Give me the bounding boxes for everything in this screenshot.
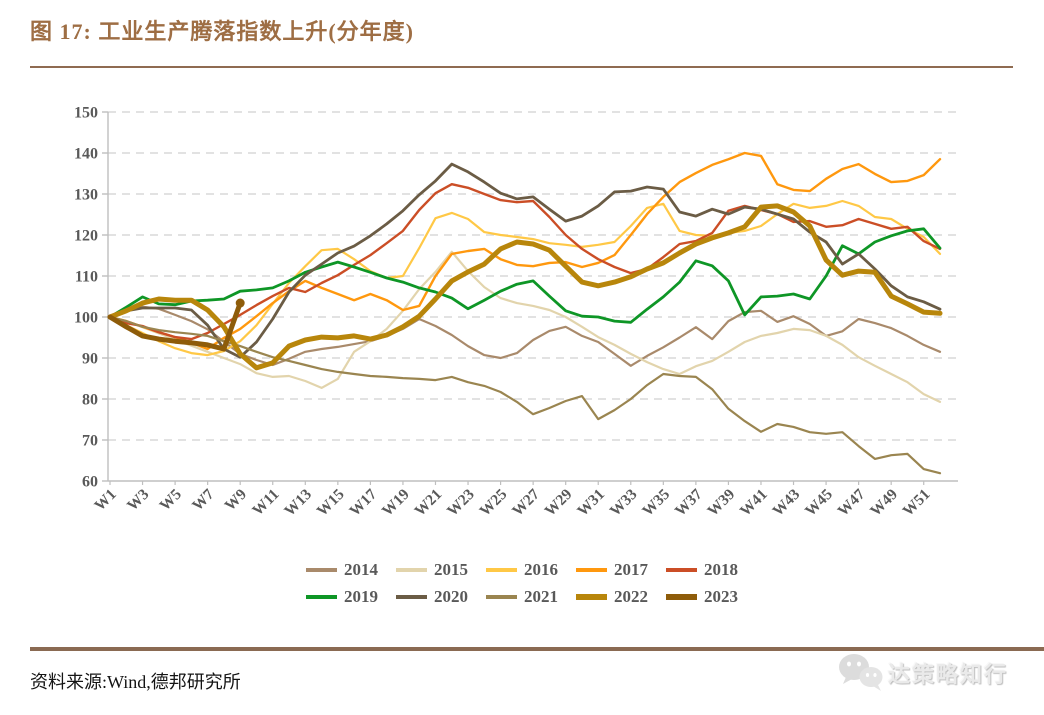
x-tick-label: W45 (802, 486, 836, 520)
series-2019 (108, 227, 942, 324)
title-divider (30, 66, 1013, 68)
x-tick-label: W35 (639, 486, 673, 520)
x-tick-label: W17 (346, 486, 380, 520)
legend-swatch-2023 (666, 594, 697, 600)
legend-row-2: 2019 2020 2021 2022 2023 (297, 587, 747, 607)
legend-label-2014: 2014 (344, 560, 378, 579)
legend-label-2018: 2018 (704, 560, 738, 579)
legend-item-2014: 2014 (306, 560, 378, 580)
legend-swatch-2020 (396, 595, 427, 599)
legend-row-1: 2014 2015 2016 2017 2018 (297, 560, 747, 580)
x-tick-label: W13 (281, 486, 315, 520)
x-tick-label: W5 (156, 486, 185, 515)
legend-swatch-2019 (306, 595, 337, 599)
x-tick-label: W49 (867, 486, 901, 520)
legend-label-2019: 2019 (344, 587, 378, 606)
x-tick-label: W21 (411, 486, 445, 520)
x-tick-label: W29 (542, 486, 576, 520)
x-tick-label: W3 (124, 486, 153, 515)
series-2017 (108, 151, 942, 351)
watermark: 达策略知行 (836, 650, 1008, 696)
y-tick-label: 140 (74, 146, 98, 163)
y-tick-label: 100 (74, 310, 98, 327)
x-tick-label: W47 (835, 486, 869, 520)
series-2023-end-marker (235, 298, 245, 308)
legend-item-2020: 2020 (396, 587, 468, 607)
wechat-logo-icon (839, 654, 883, 691)
y-tick-label: 80 (82, 392, 98, 409)
legend: 2014 2015 2016 2017 2018 2019 2020 2021 2022 2023 (0, 560, 1044, 607)
footer-divider (30, 647, 1044, 651)
series-2022 (107, 203, 943, 371)
legend-item-2021: 2021 (486, 587, 558, 607)
source-note: 资料来源:Wind,德邦研究所 (30, 672, 241, 692)
legend-swatch-2021 (486, 595, 517, 599)
legend-swatch-2015 (396, 568, 427, 572)
x-tick-label: W33 (607, 486, 641, 520)
x-tick-label: W43 (769, 486, 803, 520)
legend-item-2019: 2019 (306, 587, 378, 607)
legend-swatch-2014 (306, 568, 337, 572)
legend-item-2022: 2022 (576, 587, 648, 607)
watermark-text: 达策略知行 (888, 662, 1009, 687)
x-tick-label: W37 (672, 486, 706, 520)
x-tick-label: W15 (314, 486, 348, 520)
y-tick-label: 70 (82, 433, 98, 450)
x-tick-label: W39 (704, 486, 738, 520)
legend-swatch-2016 (486, 568, 517, 572)
legend-item-2016: 2016 (486, 560, 558, 580)
legend-label-2023: 2023 (704, 587, 738, 606)
series-2021 (108, 315, 942, 475)
y-tick-label: 110 (75, 269, 98, 286)
legend-label-2020: 2020 (434, 587, 468, 606)
legend-label-2022: 2022 (614, 587, 648, 606)
legend-item-2017: 2017 (576, 560, 648, 580)
y-tick-label: 120 (74, 228, 98, 245)
page-title: 图 17: 工业生产腾落指数上升(分年度) (30, 19, 414, 44)
x-tick-label: W27 (509, 486, 543, 520)
series-2015 (108, 250, 942, 403)
x-tick-label: W25 (476, 486, 510, 520)
y-tick-label: 60 (82, 474, 98, 491)
x-tick-label: W23 (444, 486, 478, 520)
x-tick-label: W7 (189, 486, 218, 515)
series-2016 (108, 199, 942, 357)
legend-item-2015: 2015 (396, 560, 468, 580)
y-tick-label: 150 (74, 105, 98, 122)
legend-swatch-2017 (576, 568, 607, 572)
series-2023 (107, 300, 243, 352)
x-tick-label: W11 (249, 486, 282, 519)
legend-item-2023: 2023 (666, 587, 738, 607)
legend-swatch-2018 (666, 568, 697, 572)
series-2014 (108, 305, 942, 367)
x-tick-label: W9 (222, 486, 251, 515)
legend-label-2015: 2015 (434, 560, 468, 579)
legend-item-2018: 2018 (666, 560, 738, 580)
x-tick-label: W19 (379, 486, 413, 520)
x-tick-label: W41 (737, 486, 771, 520)
legend-label-2021: 2021 (524, 587, 558, 606)
y-tick-label: 130 (74, 187, 98, 204)
y-tick-label: 90 (82, 351, 98, 368)
legend-swatch-2022 (576, 594, 607, 600)
legend-label-2017: 2017 (614, 560, 648, 579)
legend-label-2016: 2016 (524, 560, 558, 579)
x-tick-label: W51 (900, 486, 934, 520)
x-tick-label: W31 (574, 486, 608, 520)
